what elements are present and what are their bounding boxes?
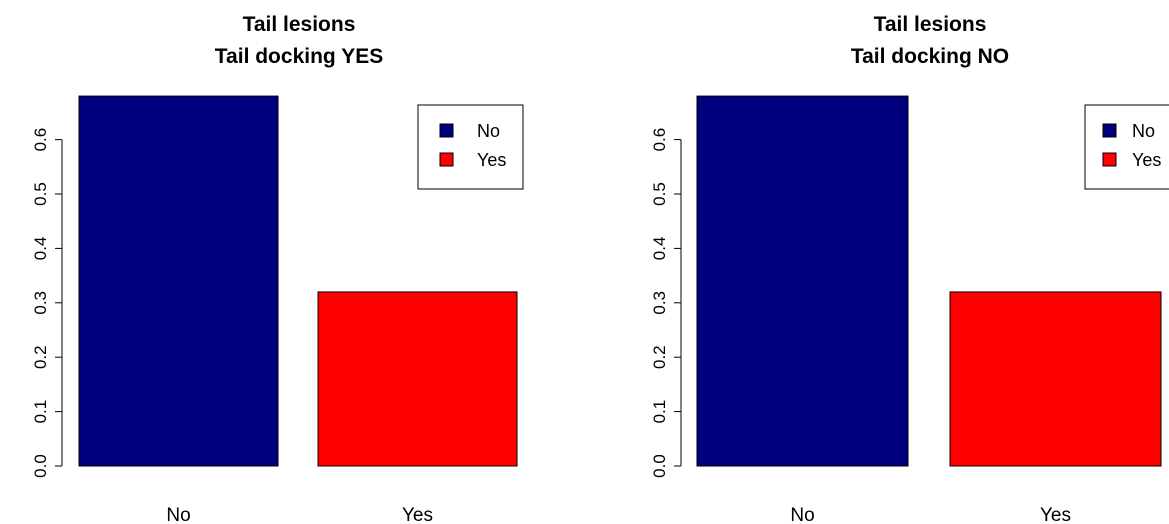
- legend: No Yes: [1084, 104, 1169, 190]
- x-category-label: Yes: [1040, 505, 1071, 524]
- y-tick-label: 0.3: [650, 291, 669, 315]
- chart-title: Tail lesions: [243, 13, 356, 36]
- chart-subtitle: Tail docking NO: [851, 45, 1009, 68]
- chart-title: Tail lesions: [874, 13, 987, 36]
- legend-swatch: [439, 152, 454, 167]
- legend: No Yes: [417, 104, 524, 190]
- y-tick-label: 0.2: [650, 345, 669, 369]
- legend-box: [417, 104, 524, 190]
- y-tick-label: 0.1: [650, 400, 669, 424]
- bar-yes: [317, 291, 518, 467]
- y-tick-label: 0.2: [31, 345, 50, 369]
- bar-yes: [949, 291, 1162, 467]
- bars: [696, 95, 1162, 467]
- y-tick-label: 0.6: [650, 128, 669, 152]
- y-tick-label: 0.4: [650, 237, 669, 261]
- legend-label: Yes: [477, 150, 506, 170]
- y-tick-label: 0.0: [650, 454, 669, 478]
- y-tick-label: 0.1: [31, 400, 50, 424]
- legend-label: Yes: [1132, 150, 1161, 170]
- chart-subtitle: Tail docking YES: [215, 45, 383, 68]
- legend-swatch: [1102, 152, 1117, 167]
- y-tick-label: 0.0: [31, 454, 50, 478]
- x-category-labels: No Yes: [790, 505, 1071, 524]
- x-category-label: No: [790, 505, 814, 524]
- y-axis: 0.0 0.1 0.2 0.3 0.4 0.5 0.6: [650, 128, 682, 478]
- legend-swatch: [439, 123, 454, 138]
- legend-label: No: [477, 121, 500, 141]
- chart-panel-tail-docking-yes: Tail lesions Tail docking YES 0.00.10.20…: [31, 13, 524, 524]
- x-category-label: No: [166, 505, 190, 524]
- y-tick-label: 0.5: [31, 182, 50, 206]
- bars: [78, 95, 518, 467]
- y-tick-label: 0.6: [31, 128, 50, 152]
- y-tick-label: 0.5: [650, 182, 669, 206]
- y-tick-label: 0.3: [31, 291, 50, 315]
- legend-swatch: [1102, 123, 1117, 138]
- legend-label: No: [1132, 121, 1155, 141]
- y-tick-label: 0.4: [31, 237, 50, 261]
- chart-panel-tail-docking-no: Tail lesions Tail docking NO 0.00.10.20.…: [650, 13, 1169, 524]
- y-axis: 0.0 0.1 0.2 0.3 0.4 0.5 0.6: [31, 128, 63, 478]
- bar-no: [78, 95, 279, 467]
- x-category-labels: No Yes: [166, 505, 433, 524]
- x-category-label: Yes: [402, 505, 433, 524]
- bar-no: [696, 95, 909, 467]
- legend-box: [1084, 104, 1169, 190]
